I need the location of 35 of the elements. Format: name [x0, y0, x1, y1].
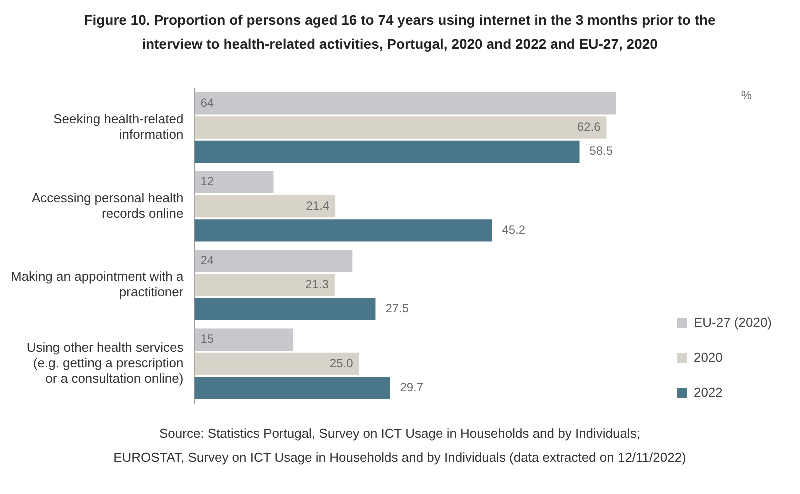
bar: [194, 195, 336, 218]
bar: [194, 140, 580, 164]
data-label: 45.2: [502, 222, 526, 237]
bar: [194, 298, 376, 321]
y-tick-label: Making an appointment with a practitioner: [10, 269, 184, 300]
chart-title: Figure 10. Proportion of persons aged 16 to 74 years using internet in the 3 months prior to the interview to health-related activities, Portugal, 2020 and 2022 and EU-27, 2020: [83, 11, 717, 54]
data-label: 29.7: [400, 380, 424, 394]
data-label: 21.4: [306, 198, 330, 213]
data-label: 12: [200, 174, 214, 189]
bar: [194, 116, 607, 139]
bar: [194, 220, 492, 242]
data-label: 62.6: [577, 120, 602, 134]
y-tick-label: Seeking health-related information: [54, 112, 184, 142]
legend-label: EU-27 (2020): [694, 315, 772, 330]
data-label: 15: [200, 332, 214, 346]
y-tick-label: Accessing personal health records online: [32, 190, 184, 221]
bar: [194, 377, 390, 400]
data-label: 25.0: [330, 356, 354, 370]
y-tick-label: Using other health services (e.g. getting a prescription or a consultation online): [26, 340, 184, 386]
text: EUROSTAT, Survey on ICT Usage in Households and by Individuals (data extracted on 12/11/2022): [112, 449, 688, 467]
data-label: 24: [200, 253, 214, 268]
bar: [194, 352, 360, 376]
data-label: 58.5: [590, 144, 614, 158]
data-label: 64: [200, 96, 214, 110]
data-label: 21.3: [306, 278, 330, 292]
bar: [194, 274, 335, 296]
legend-label: 2020: [694, 350, 723, 366]
bar: [194, 171, 274, 194]
text: %: [741, 88, 752, 103]
bar: [194, 250, 353, 272]
data-label: 27.5: [386, 302, 410, 316]
source-note: Source: Statistics Portugal, Survey on ICT Usage in Households and by Individuals;: [158, 425, 642, 443]
bar: [194, 92, 616, 115]
bar: [194, 328, 294, 351]
legend-label: 2022: [694, 385, 723, 400]
